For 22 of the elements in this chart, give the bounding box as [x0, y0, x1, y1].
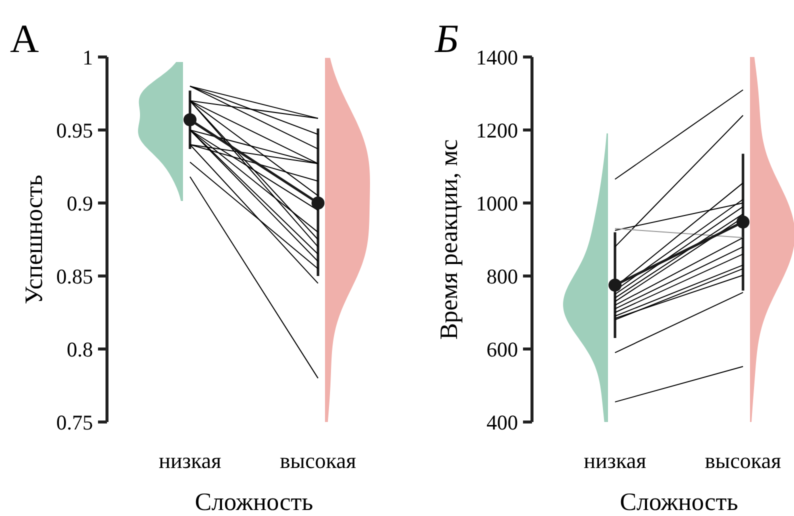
chart-title: А	[10, 16, 39, 61]
y-axis-title: Время реакции, мс	[436, 139, 463, 340]
y-tick-label: 600	[486, 337, 518, 362]
x-tick-label: высокая	[280, 448, 356, 473]
y-tick-label: 0.95	[56, 118, 93, 142]
y-tick-label: 400	[486, 410, 518, 434]
y-tick-label: 1	[82, 45, 93, 70]
y-tick-label: 0.8	[66, 337, 93, 362]
x-axis-title: Сложность	[620, 489, 738, 516]
y-tick-label: 1000	[476, 191, 518, 216]
y-tick-label: 0.85	[56, 264, 93, 288]
y-tick-label: 0.9	[66, 191, 93, 216]
x-axis-title: Сложность	[194, 489, 314, 516]
x-tick-label: низкая	[158, 448, 222, 473]
y-tick-label: 800	[486, 264, 518, 288]
y-axis-title: Успешность	[21, 174, 48, 304]
x-tick-label: низкая	[584, 448, 646, 473]
y-tick-label: 0.75	[56, 410, 93, 434]
chart-title: Б	[434, 16, 459, 61]
y-tick-label: 1400	[476, 45, 518, 70]
x-tick-label: высокая	[704, 448, 782, 473]
y-tick-label: 1200	[476, 118, 518, 142]
